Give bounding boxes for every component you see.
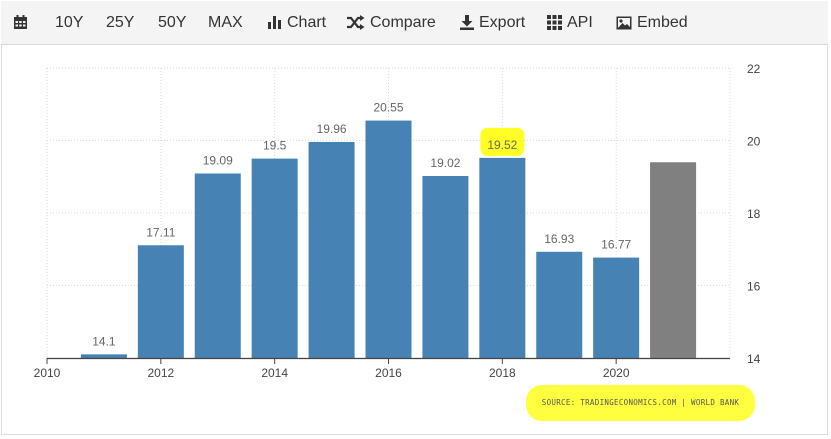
calendar-button[interactable]	[13, 1, 33, 44]
source-highlight	[526, 385, 755, 421]
download-icon	[460, 15, 474, 30]
bar	[194, 173, 241, 358]
chart-button[interactable]: Chart	[267, 1, 326, 44]
export-button[interactable]: Export	[460, 1, 525, 44]
data-label: 19.09	[203, 153, 233, 167]
compare-button[interactable]: Compare	[346, 1, 436, 44]
data-label: 19.96	[317, 122, 347, 136]
data-label: 19.02	[430, 156, 460, 170]
period-50y-label: 50Y	[158, 13, 187, 31]
period-10y-label: 10Y	[55, 13, 84, 31]
x-tick-label: 2018	[489, 366, 516, 380]
data-label: 16.93	[544, 232, 574, 246]
export-button-label: Export	[479, 13, 526, 31]
data-label: 16.77	[601, 238, 631, 252]
period-max-button[interactable]: MAX	[208, 1, 243, 44]
chart-toolbar: 10Y 25Y 50Y MAX Chart Compare Export	[1, 1, 828, 45]
forecast-bar	[650, 162, 697, 358]
period-25y-button[interactable]: 25Y	[106, 1, 134, 44]
bar	[536, 251, 583, 358]
grid-icon	[547, 15, 562, 30]
api-button[interactable]: API	[547, 1, 593, 44]
api-button-label: API	[567, 13, 593, 31]
y-tick-label: 18	[747, 207, 761, 221]
y-tick-label: 22	[747, 62, 761, 76]
period-max-label: MAX	[208, 13, 243, 31]
y-tick-label: 20	[747, 135, 761, 149]
data-label: 19.52	[487, 138, 517, 152]
x-tick-label: 2016	[375, 366, 402, 380]
bar	[422, 176, 469, 358]
compare-button-label: Compare	[370, 13, 436, 31]
data-label-highlight	[480, 127, 525, 156]
bar	[308, 141, 355, 358]
bar-chart: 14 16 18 20 22 14.1 17.11 19.09 19.5 19.96 20.55 19…	[34, 62, 761, 380]
x-tick-label: 2012	[147, 366, 174, 380]
data-label: 20.55	[373, 101, 403, 115]
y-tick-label: 16	[747, 280, 761, 294]
shuffle-icon	[347, 15, 365, 30]
x-tick-label: 2014	[261, 366, 288, 380]
bar-chart-icon	[268, 16, 281, 29]
bar	[593, 257, 640, 358]
period-10y-button[interactable]: 10Y	[55, 1, 83, 44]
data-label: 17.11	[146, 225, 175, 239]
x-tick-label: 2020	[603, 366, 630, 380]
bar	[365, 120, 412, 358]
source-attribution: SOURCE: TRADINGECONOMICS.COM | WORLD BAN…	[541, 398, 740, 407]
embed-button-label: Embed	[637, 13, 688, 31]
period-25y-label: 25Y	[106, 13, 135, 31]
chart-button-label: Chart	[287, 13, 327, 31]
bar	[80, 354, 127, 358]
data-label: 19.5	[263, 139, 287, 153]
period-50y-button[interactable]: 50Y	[158, 1, 186, 44]
bar	[251, 158, 298, 358]
image-icon	[616, 16, 632, 29]
bar	[137, 245, 184, 358]
x-tick-label: 2010	[34, 366, 61, 380]
data-label: 14.1	[92, 334, 116, 348]
calendar-icon	[14, 15, 27, 29]
bar	[479, 157, 526, 358]
y-tick-label: 14	[747, 352, 761, 366]
embed-button[interactable]: Embed	[616, 1, 688, 44]
